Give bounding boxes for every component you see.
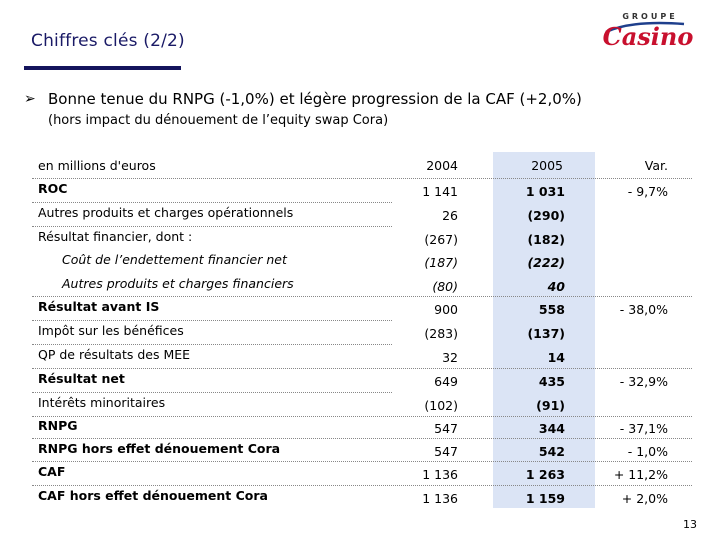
row-2005-autres-produits-operationnels: (290) [527,208,565,223]
row-2005-caf: 1 263 [525,467,565,482]
row-label-qp-mee: QP de résultats des MEE [38,347,191,362]
bullet-sub: (hors impact du dénouement de l’equity s… [48,113,389,128]
row-2005-roc: 1 031 [525,184,565,199]
row-2005-impot: (137) [527,326,565,341]
row-label-resultat-avant-is: Résultat avant IS [38,299,160,314]
row-separator [32,416,692,417]
row-2005-rnpg: 344 [538,421,565,436]
row-2005-cout-endettement: (222) [527,255,565,270]
row-2005-autres-produits-financiers: 40 [547,279,565,294]
row-2004-cout-endettement: (187) [424,255,458,270]
row-2004-resultat-net: 649 [434,374,458,389]
row-2004-rnpg: 547 [434,421,458,436]
row-separator [32,226,392,227]
row-var-caf-hors-cora: + 2,0% [621,491,668,506]
row-2004-resultat-avant-is: 900 [434,302,458,317]
row-var-resultat-avant-is: - 38,0% [619,302,668,317]
row-separator [32,392,392,393]
column-2005-highlight [493,152,595,508]
row-2004-interets-minoritaires: (102) [424,398,458,413]
logo-casino-text: Casino [603,22,694,51]
logo-groupe-text: GROUPE [622,12,677,21]
row-2004-impot: (283) [424,326,458,341]
row-var-roc: - 9,7% [627,184,668,199]
row-var-caf: + 11,2% [613,467,668,482]
title-underline [24,66,181,70]
row-2004-caf-hors-cora: 1 136 [422,491,458,506]
row-2005-qp-mee: 14 [547,350,565,365]
row-var-rnpg: - 37,1% [619,421,668,436]
row-label-resultat-net: Résultat net [38,371,125,386]
row-separator [32,344,392,345]
row-label-rnpg: RNPG [38,418,78,433]
row-2005-resultat-avant-is: 558 [538,302,565,317]
row-separator [32,320,392,321]
header-var: Var. [644,158,668,173]
row-label-rnpg-hors-cora: RNPG hors effet dénouement Cora [38,441,281,456]
row-label-resultat-financier: Résultat financier, dont : [38,229,193,244]
row-2004-qp-mee: 32 [442,350,458,365]
row-2004-autres-produits-operationnels: 26 [442,208,458,223]
logo-swoosh [605,21,685,34]
row-2005-resultat-net: 435 [538,374,565,389]
row-label-roc: ROC [38,181,68,196]
row-separator [32,202,392,203]
row-2005-interets-minoritaires: (91) [536,398,565,413]
row-2004-autres-produits-financiers: (80) [432,279,458,294]
row-2004-roc: 1 141 [422,184,458,199]
header-2005: 2005 [531,158,563,173]
row-separator [32,296,692,297]
bullet-main: Bonne tenue du RNPG (-1,0%) et légère pr… [48,90,582,108]
row-separator [32,485,692,486]
row-2004-rnpg-hors-cora: 547 [434,444,458,459]
row-separator [32,461,692,462]
page-title: Chiffres clés (2/2) [31,31,185,51]
row-2005-caf-hors-cora: 1 159 [525,491,565,506]
groupe-casino-logo: GROUPE Casino [603,12,694,51]
unit-label: en millions d'euros [38,158,156,173]
row-label-impot: Impôt sur les bénéfices [38,323,184,338]
row-separator [32,368,692,369]
row-label-cout-endettement: Coût de l’endettement financier net [62,252,287,267]
row-label-autres-produits-financiers: Autres produits et charges financiers [62,276,294,291]
row-2004-resultat-financier: (267) [424,232,458,247]
row-label-caf-hors-cora: CAF hors effet dénouement Cora [38,488,268,503]
page-number: 13 [683,518,697,531]
header-2004: 2004 [426,158,458,173]
row-var-resultat-net: - 32,9% [619,374,668,389]
bullet-arrow-icon: ➢ [24,91,36,107]
row-2005-rnpg-hors-cora: 542 [538,444,565,459]
row-separator [32,178,692,179]
row-label-autres-produits-operationnels: Autres produits et charges opérationnels [38,205,294,220]
row-separator [32,438,692,439]
row-label-caf: CAF [38,464,66,479]
row-2004-caf: 1 136 [422,467,458,482]
row-var-rnpg-hors-cora: - 1,0% [627,444,668,459]
row-label-interets-minoritaires: Intérêts minoritaires [38,395,166,410]
row-2005-resultat-financier: (182) [527,232,565,247]
